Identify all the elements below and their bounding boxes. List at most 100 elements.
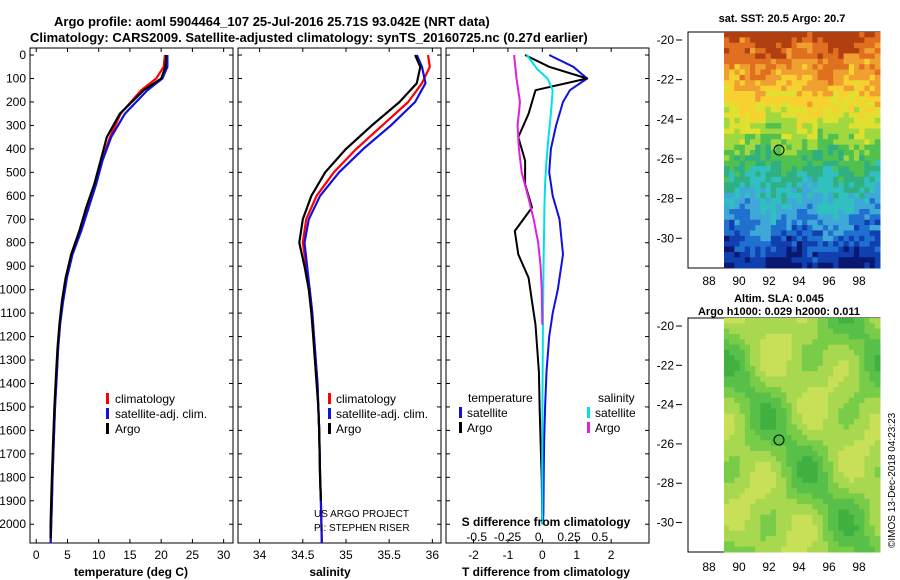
sst-map-cell (796, 262, 803, 269)
sst-map-cell (848, 209, 855, 215)
sst-map-cell (874, 69, 881, 76)
sla-map-cell (802, 472, 808, 479)
sla-map-cell (864, 546, 871, 553)
sla-map-cell (770, 424, 777, 431)
sla-map-cell (822, 445, 829, 452)
sst-map-cell (838, 203, 845, 210)
sst-map-cell (817, 241, 824, 248)
sst-map-cell (807, 101, 813, 108)
sst-map-cell (786, 123, 793, 130)
sla-map-cell (802, 488, 808, 494)
sst-map-cell (802, 91, 808, 97)
sst-map-cell (744, 166, 751, 172)
sst-map-cell (770, 257, 777, 264)
sla-map-title-1: Altim. SLA: 0.045 (734, 293, 824, 305)
sla-map-cell (765, 450, 772, 457)
sla-map-cell (807, 413, 813, 420)
sst-map-cell (765, 166, 772, 172)
sst-map-cell (765, 230, 772, 237)
sst-map-cell (744, 214, 751, 221)
sla-map-cell (744, 482, 751, 489)
sst-map-cell (786, 117, 793, 124)
sla-map-cell (770, 397, 777, 404)
sst-map-cell (781, 171, 787, 178)
sla-map-cell (791, 456, 798, 463)
sla-map-cell (869, 424, 876, 431)
sst-map-cell (817, 155, 824, 162)
sst-map-cell (744, 112, 751, 119)
sst-map-cell (822, 74, 829, 81)
sla-map-cell (776, 365, 782, 372)
sst-map-cell (807, 37, 813, 44)
sla-map-cell (770, 456, 777, 463)
sla-map-cell (859, 498, 865, 505)
sst-map-cell (724, 251, 730, 258)
sst-map-cell (859, 171, 865, 178)
sla-map-cell (838, 482, 845, 489)
sla-map-cell (864, 328, 871, 335)
sst-map-cell (848, 219, 855, 226)
sst-map-cell (760, 123, 767, 130)
sla-map-cell (765, 461, 772, 468)
sst-map-cell (724, 64, 730, 71)
sla-map-cell (739, 349, 746, 356)
sla-map-cell (781, 450, 787, 457)
sla-map-cell (828, 488, 834, 494)
sla-map-cell (734, 339, 741, 346)
sla-map-cell (838, 339, 845, 346)
sla-map-cell (734, 536, 741, 542)
sst-map-cell (796, 91, 803, 97)
sla-map-cell (796, 403, 803, 409)
sla-map-cell (869, 371, 876, 377)
sla-map-cell (776, 466, 782, 473)
sla-map-cell (786, 498, 793, 505)
sst-map-cell (817, 139, 824, 146)
sst-map-cell (791, 91, 798, 97)
sst-map-cell (807, 262, 813, 269)
sst-map-cell (739, 198, 746, 205)
sst-map-cell (838, 214, 845, 221)
series-line-argo (49, 54, 168, 539)
sst-map-cell (781, 235, 787, 242)
sla-map-cell (765, 509, 772, 516)
sla-map-cell (854, 360, 860, 367)
sla-map-cell (828, 392, 834, 399)
sla-map-cell (796, 419, 803, 425)
sla-map-cell (739, 392, 746, 399)
sla-map-cell (781, 456, 787, 463)
sla-map-cell (854, 456, 860, 463)
sla-map-cell (765, 339, 772, 346)
sla-map-cell (828, 328, 834, 335)
sst-map-cell (729, 85, 735, 92)
sst-map-cell (739, 192, 746, 199)
sst-map-cell (854, 182, 860, 189)
sla-map-cell (859, 546, 865, 553)
sla-map-cell (734, 429, 741, 436)
sst-map-cell (786, 262, 793, 269)
sla-map-cell (796, 477, 803, 484)
sla-map-cell (828, 419, 834, 425)
sst-map-cell (828, 160, 834, 167)
sst-map-cell (765, 225, 772, 231)
sla-map-cell (848, 360, 855, 367)
sla-map-cell (822, 360, 829, 367)
sla-map-cell (724, 355, 730, 362)
sla-map-cell (833, 403, 839, 409)
sla-map-cell (791, 477, 798, 484)
sst-map-cell (838, 171, 845, 178)
sst-map-cell (729, 74, 735, 81)
sst-map-cell (864, 123, 871, 130)
sst-map-cell (859, 235, 865, 242)
sst-map-cell (817, 150, 824, 156)
sst-map-cell (807, 209, 813, 215)
sla-map-cell (859, 318, 865, 324)
sla-map-cell (828, 339, 834, 346)
sla-map-cell (729, 339, 735, 346)
sst-map-cell (843, 107, 850, 113)
sla-map-cell (744, 344, 751, 351)
sla-map-cell (812, 371, 819, 377)
sst-map-cell (807, 219, 813, 226)
sst-map-cell (859, 37, 865, 44)
sst-map-cell (796, 187, 803, 194)
sst-map-cell (822, 176, 829, 183)
